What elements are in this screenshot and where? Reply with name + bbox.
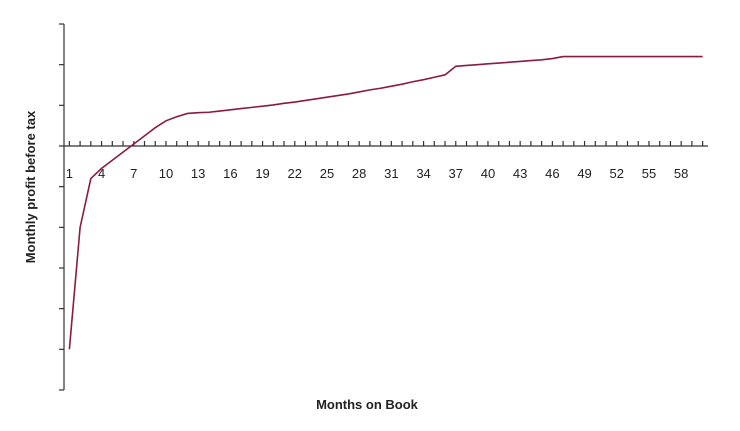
x-tick-label: 4 bbox=[98, 166, 105, 181]
x-axis-title: Months on Book bbox=[316, 397, 419, 412]
series-line-profit bbox=[68, 55, 703, 350]
y-axis-title: Monthly profit before tax bbox=[23, 110, 38, 263]
x-axis-ticks: 1 4 7 10 13 16 19 22 25 28 31 34 37 40 43 46 49 52 55 58 bbox=[66, 141, 704, 181]
x-tick-label: 25 bbox=[320, 166, 334, 181]
x-tick-label: 58 bbox=[674, 166, 688, 181]
x-tick-label: 13 bbox=[191, 166, 205, 181]
x-tick-label: 19 bbox=[255, 166, 269, 181]
x-tick-label: 10 bbox=[159, 166, 173, 181]
x-tick-label: 37 bbox=[449, 166, 463, 181]
x-tick-label: 1 bbox=[66, 166, 73, 181]
x-tick-label: 34 bbox=[416, 166, 430, 181]
x-tick-label: 28 bbox=[352, 166, 366, 181]
x-tick-label: 7 bbox=[130, 166, 137, 181]
x-tick-label: 49 bbox=[577, 166, 591, 181]
x-tick-label: 16 bbox=[223, 166, 237, 181]
x-tick-label: 22 bbox=[288, 166, 302, 181]
x-tick-label: 31 bbox=[384, 166, 398, 181]
x-tick-label: 46 bbox=[545, 166, 559, 181]
x-tick-label: 43 bbox=[513, 166, 527, 181]
x-tick-label: 52 bbox=[610, 166, 624, 181]
x-tick-label: 55 bbox=[642, 166, 656, 181]
x-tick-label: 40 bbox=[481, 166, 495, 181]
y-axis-ticks bbox=[59, 23, 64, 391]
